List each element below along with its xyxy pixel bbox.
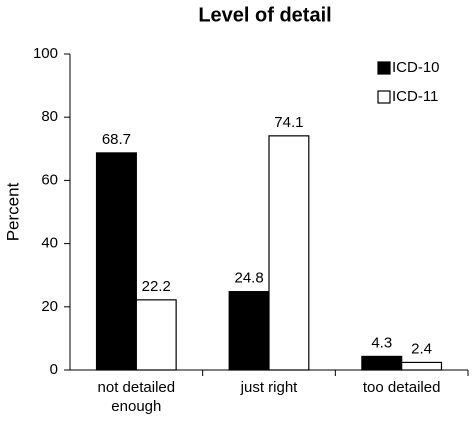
chart-title: Level of detail	[198, 4, 331, 26]
bar	[401, 361, 443, 371]
legend-swatch	[377, 61, 391, 75]
bar	[95, 152, 137, 371]
y-tick-label: 100	[33, 45, 58, 62]
value-label: 4.3	[371, 334, 392, 351]
y-tick-label: 20	[41, 298, 58, 315]
bar	[268, 135, 310, 371]
bar	[361, 355, 403, 371]
x-tick-label: too detailed	[362, 379, 441, 396]
y-axis-title: Percent	[3, 182, 22, 241]
value-label: 74.1	[274, 114, 303, 131]
value-label: 2.4	[411, 340, 432, 357]
y-tick-label: 60	[41, 171, 58, 188]
value-label: 68.7	[102, 131, 131, 148]
bar	[228, 291, 270, 371]
legend-label: ICD-10	[392, 59, 440, 76]
legend-swatch	[377, 90, 391, 104]
value-label: 24.8	[234, 270, 263, 287]
x-tick-label: not detailed enough	[97, 379, 176, 415]
x-tick-label: just right	[240, 379, 298, 396]
y-tick-label: 40	[41, 235, 58, 252]
y-tick-label: 0	[50, 361, 58, 378]
y-tick-label: 80	[41, 108, 58, 125]
bar	[135, 299, 177, 371]
legend-label: ICD-11	[392, 88, 438, 105]
value-label: 22.2	[142, 278, 171, 295]
